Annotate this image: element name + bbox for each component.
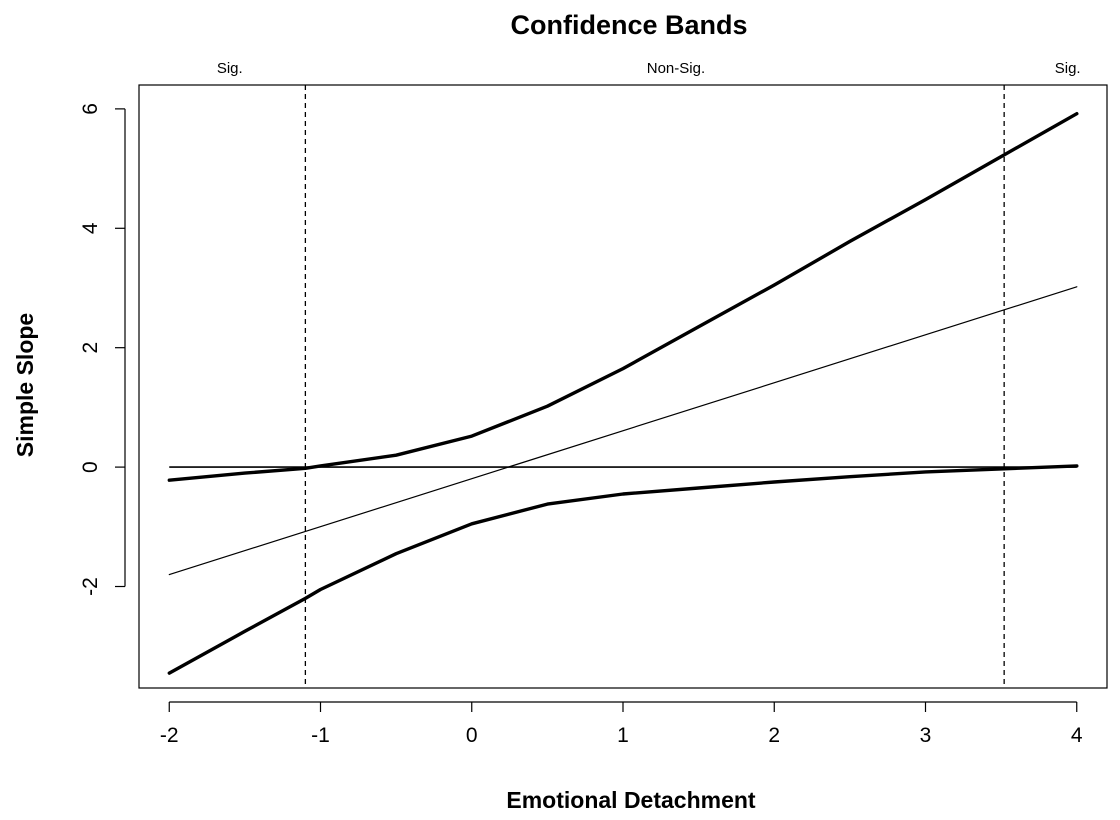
x-tick-label: 0 — [466, 724, 478, 747]
x-tick-label: 3 — [920, 724, 932, 747]
y-axis-label: Simple Slope — [12, 313, 38, 457]
y-tick-label: 6 — [79, 103, 102, 115]
y-axis: -2 0 2 4 6 — [79, 103, 126, 596]
region-label: Sig. — [217, 60, 243, 77]
x-tick-label: -1 — [311, 724, 330, 747]
upper-band-line — [167, 111, 1079, 482]
region-label: Sig. — [1055, 60, 1081, 77]
lower-band-line — [167, 464, 1079, 675]
x-axis: -2 -1 0 1 2 3 4 — [160, 701, 1083, 747]
x-tick-label: 4 — [1071, 724, 1083, 747]
x-tick-label: 1 — [617, 724, 629, 747]
x-tick-label: 2 — [768, 724, 780, 747]
y-tick-label: -2 — [79, 577, 102, 596]
y-tick-label: 2 — [79, 342, 102, 354]
plot-frame — [138, 84, 1108, 689]
region-label: Non-Sig. — [647, 60, 705, 77]
x-tick-label: -2 — [160, 724, 179, 747]
y-tick-label: 0 — [79, 461, 102, 473]
chart-title: Confidence Bands — [510, 10, 747, 40]
significance-regions: Sig. Non-Sig. Sig. — [217, 60, 1081, 77]
x-axis-label: Emotional Detachment — [506, 787, 756, 813]
chart-marks — [167, 85, 1079, 688]
estimate-line — [168, 286, 1078, 576]
y-tick-label: 4 — [79, 222, 102, 234]
